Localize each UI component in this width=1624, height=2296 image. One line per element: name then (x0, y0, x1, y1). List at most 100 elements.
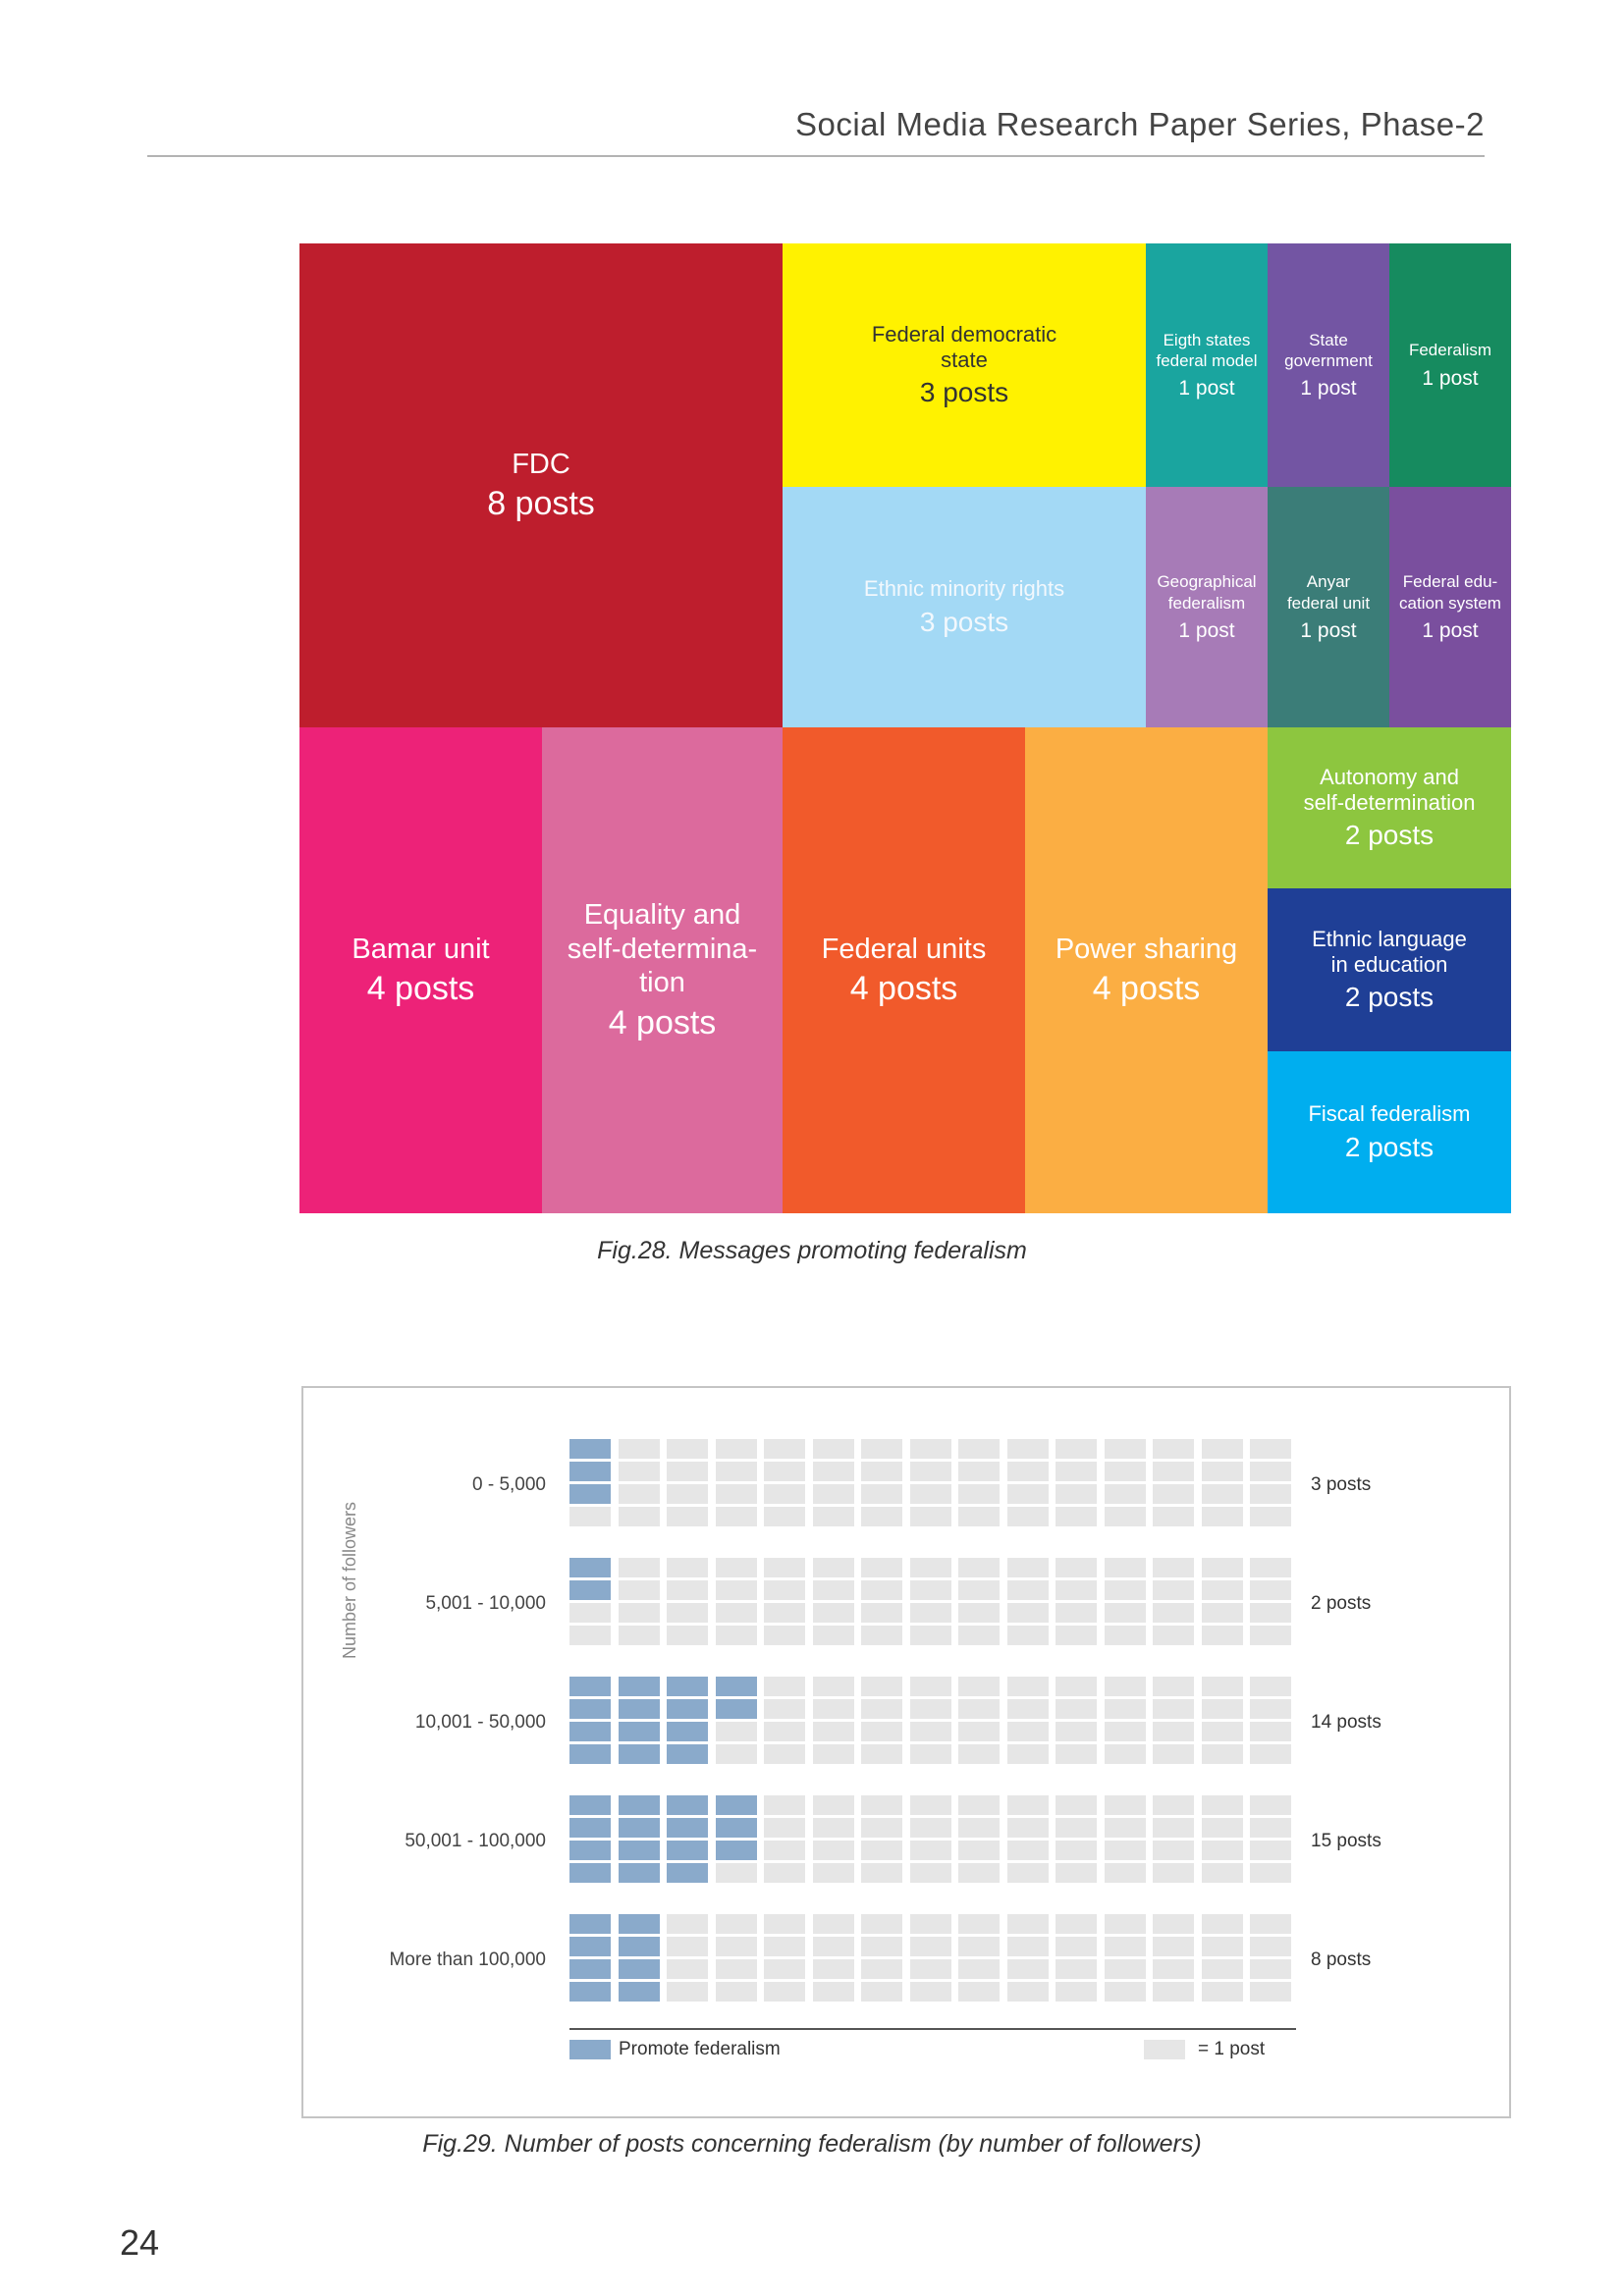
waffle-cell-empty (861, 1818, 902, 1838)
waffle-cell-empty (1006, 1982, 1049, 2002)
waffle-cell-empty (1153, 1914, 1194, 1934)
tile-count: 4 posts (366, 970, 475, 1008)
waffle-cell-empty (1201, 1484, 1243, 1504)
waffle-cell-empty (715, 1937, 757, 1956)
header-title: Social Media Research Paper Series, Phas… (794, 106, 1485, 142)
waffle-cell-empty (1056, 1937, 1097, 1956)
waffle-cell-filled (667, 1818, 708, 1838)
waffle-cell-empty (861, 1484, 902, 1504)
posts-count-label: 14 posts (1311, 1712, 1381, 1733)
waffle-cell-empty (1006, 1439, 1049, 1459)
waffle-cell-empty (958, 1677, 1000, 1696)
waffle-cell-empty (1153, 1507, 1194, 1526)
posts-count-label: 3 posts (1311, 1474, 1372, 1495)
waffle-cell-empty (1201, 1580, 1243, 1600)
waffle-cell-empty (958, 1744, 1000, 1764)
waffle-cell-empty (1250, 1507, 1291, 1526)
waffle-cell-empty (1250, 1982, 1291, 2002)
waffle-cell-empty (812, 1699, 854, 1719)
treemap-tile-anyar-federal-unit: Anyar federal unit 1 post (1268, 487, 1389, 727)
waffle-cell-empty (812, 1439, 854, 1459)
waffle-cell-empty (1250, 1795, 1291, 1815)
waffle-cell-empty (812, 1795, 854, 1815)
treemap-tile-state-government: State government 1 post (1268, 243, 1389, 487)
waffle-cell-empty (1056, 1439, 1097, 1459)
waffle-cell-empty (861, 1507, 902, 1526)
waffle-cell-empty (715, 1626, 757, 1645)
federalism-treemap: FDC 8 posts Federal democratic state 3 p… (299, 243, 1511, 1213)
waffle-cell-filled (618, 1744, 660, 1764)
waffle-cell-empty (1153, 1699, 1194, 1719)
category-label: 50,001 - 100,000 (405, 1831, 546, 1851)
waffle-cell-empty (1104, 1937, 1146, 1956)
waffle-cell-empty (1201, 1744, 1243, 1764)
waffle-cell-empty (958, 1795, 1000, 1815)
waffle-cell-filled (667, 1699, 708, 1719)
waffle-cell-empty (958, 1507, 1000, 1526)
waffle-cell-empty (764, 1863, 805, 1883)
waffle-cell-filled (618, 1722, 660, 1741)
waffle-cell-empty (909, 1841, 951, 1860)
waffle-cell-empty (1153, 1744, 1194, 1764)
waffle-cell-empty (764, 1795, 805, 1815)
waffle-cell-empty (1250, 1439, 1291, 1459)
waffle-cell-empty (1250, 1462, 1291, 1481)
category-label: 0 - 5,000 (472, 1474, 546, 1495)
waffle-cell-empty (1104, 1699, 1146, 1719)
waffle-cell-empty (909, 1937, 951, 1956)
waffle-cell-empty (861, 1603, 902, 1623)
waffle-cell-empty (812, 1863, 854, 1883)
waffle-cell-empty (861, 1959, 902, 1979)
waffle-cell-empty (909, 1677, 951, 1696)
waffle-cell-empty (1201, 1795, 1243, 1815)
waffle-cell-empty (667, 1982, 708, 2002)
waffle-cell-empty (861, 1863, 902, 1883)
waffle-cell-empty (1006, 1818, 1049, 1838)
waffle-cell-empty (1153, 1937, 1194, 1956)
waffle-cell-empty (909, 1959, 951, 1979)
figure-29-caption: Fig.29. Number of posts concerning feder… (422, 2130, 1202, 2158)
waffle-cell-empty (1104, 1914, 1146, 1934)
waffle-cell-empty (1104, 1818, 1146, 1838)
tile-count: 1 post (1422, 618, 1479, 642)
waffle-cell-empty (812, 1462, 854, 1481)
waffle-cell-empty (812, 1722, 854, 1741)
waffle-cell-filled (667, 1744, 708, 1764)
waffle-cell-empty (715, 1744, 757, 1764)
waffle-cell-empty (764, 1439, 805, 1459)
waffle-cell-empty (812, 1603, 854, 1623)
waffle-cell-empty (1153, 1603, 1194, 1623)
waffle-cell-empty (1250, 1580, 1291, 1600)
waffle-cell-empty (812, 1841, 854, 1860)
treemap-tile-federal-education-system: Federal edu- cation system 1 post (1389, 487, 1511, 727)
waffle-cell-empty (1153, 1484, 1194, 1504)
tile-label: Ethnic minority rights (863, 576, 1065, 602)
waffle-cell-empty (958, 1914, 1000, 1934)
waffle-cell-empty (1250, 1863, 1291, 1883)
waffle-cell-empty (715, 1484, 757, 1504)
waffle-cell-empty (909, 1558, 951, 1577)
waffle-cell-empty (1056, 1699, 1097, 1719)
waffle-cell-empty (1201, 1818, 1243, 1838)
waffle-cell-empty (1250, 1626, 1291, 1645)
waffle-cell-empty (1056, 1626, 1097, 1645)
waffle-cell-empty (1153, 1841, 1194, 1860)
waffle-cell-empty (1056, 1914, 1097, 1934)
waffle-cell-empty (1250, 1603, 1291, 1623)
category-label: 10,001 - 50,000 (414, 1712, 546, 1733)
waffle-cell-empty (861, 1558, 902, 1577)
waffle-cell-empty (958, 1439, 1000, 1459)
waffle-cell-empty (1250, 1937, 1291, 1956)
waffle-cell-empty (764, 1841, 805, 1860)
waffle-cell-empty (958, 1462, 1000, 1481)
waffle-cell-empty (764, 1603, 805, 1623)
tile-count: 4 posts (1092, 970, 1201, 1008)
legend-unit-swatch (1144, 2040, 1185, 2059)
waffle-cell-empty (715, 1558, 757, 1577)
waffle-cell-empty (1104, 1959, 1146, 1979)
waffle-cell-empty (618, 1603, 660, 1623)
tile-label: Power sharing (1055, 933, 1238, 965)
waffle-chart-frame (301, 1386, 1511, 2118)
waffle-cell-empty (1250, 1484, 1291, 1504)
treemap-tile-geographical-federalism: Geographical federalism 1 post (1146, 487, 1268, 727)
